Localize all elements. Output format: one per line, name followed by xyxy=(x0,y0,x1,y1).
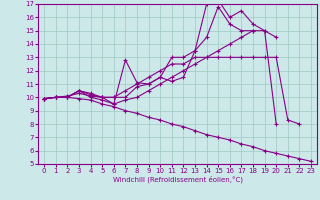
X-axis label: Windchill (Refroidissement éolien,°C): Windchill (Refroidissement éolien,°C) xyxy=(113,176,243,183)
